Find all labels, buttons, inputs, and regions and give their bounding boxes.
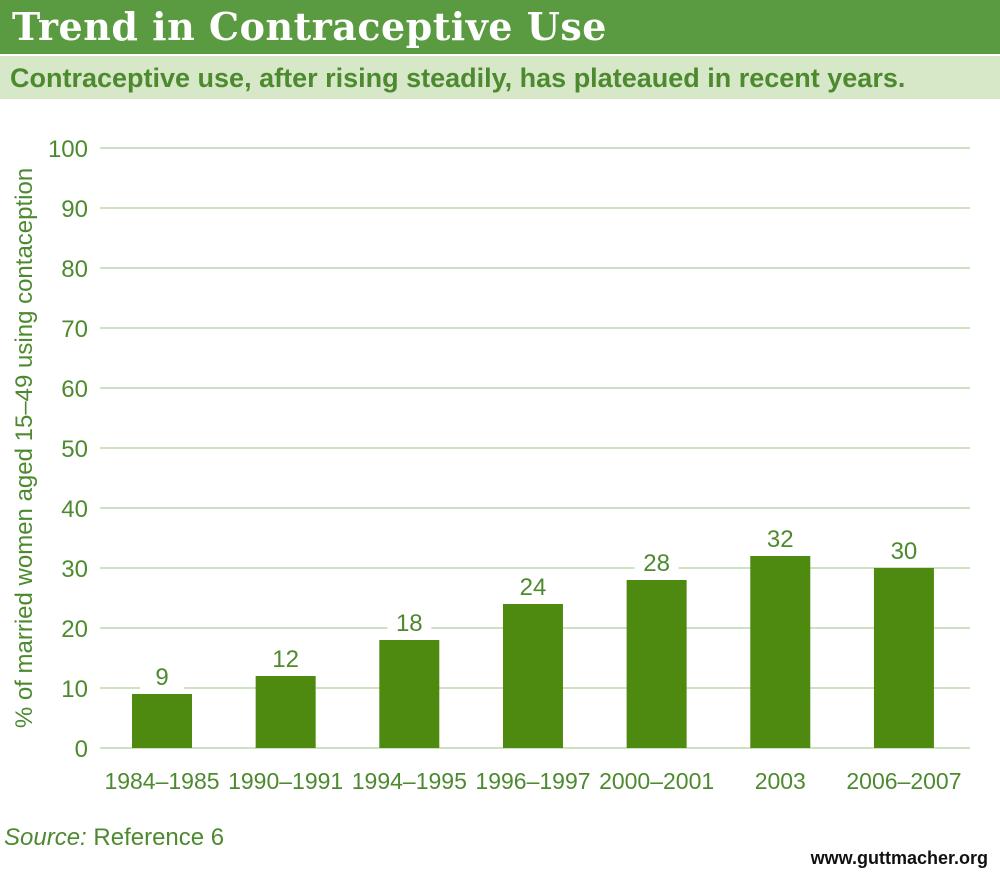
y-tick-label: 50 [61,436,88,463]
source-note: Source: Reference 6 [4,824,224,852]
data-label-bg [510,572,555,600]
chart-subtitle: Contraceptive use, after rising steadily… [10,63,906,93]
bar-chart: 0 10 20 30 40 50 60 70 80 90 100 % of married women… [11,136,970,794]
y-tick-label: 90 [61,196,88,223]
title-bar: Trend in Contraceptive Use [0,0,1000,54]
source-text: Reference 6 [93,824,225,851]
x-tick-label: 1994–1995 [352,768,467,794]
x-tick-label: 2000–2001 [599,768,714,794]
y-tick-label: 60 [61,376,88,403]
data-label: 30 [891,538,918,565]
data-label-bg [140,662,184,690]
x-tick-label: 2006–2007 [846,768,961,794]
bar [626,580,687,748]
y-tick-label: 30 [61,556,88,583]
bar [132,694,192,748]
data-label: 28 [643,550,670,577]
y-tick-label: 0 [75,736,88,763]
source-label: Source: [4,824,87,851]
y-tick-label: 80 [61,256,88,283]
bar [255,676,316,748]
y-tick-label: 40 [61,496,88,523]
y-tick-label: 100 [48,136,88,163]
y-tick-label: 20 [61,616,88,643]
x-tick-label: 2003 [755,768,806,794]
y-tick-label: 70 [61,316,88,343]
bar [379,640,440,748]
data-label-bg [758,524,803,552]
x-tick-label: 1984–1985 [104,768,219,794]
y-axis-title: % of married women aged 15–49 using cont… [11,168,38,728]
data-label: 24 [520,574,547,601]
data-label-bg [881,536,926,564]
data-label: 18 [396,610,423,637]
bar [873,568,934,748]
data-label: 9 [155,664,168,691]
data-label-bg [634,548,679,576]
subtitle-bar: Contraceptive use, after rising steadily… [0,56,1000,99]
bar [750,556,811,748]
bar [502,604,563,748]
data-label-bg [263,644,308,672]
website-url: www.guttmacher.org [810,848,988,868]
data-label: 12 [272,646,299,673]
x-tick-label: 1996–1997 [475,768,590,794]
data-label-bg [387,608,432,636]
y-tick-label: 10 [61,676,88,703]
x-tick-label: 1990–1991 [228,768,343,794]
data-label: 32 [767,526,794,553]
chart-title: Trend in Contraceptive Use [12,4,607,49]
